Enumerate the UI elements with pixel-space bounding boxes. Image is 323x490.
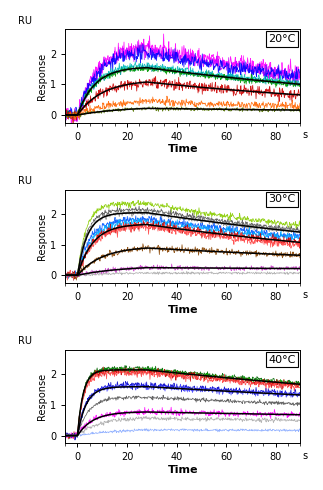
Text: 30°C: 30°C	[268, 195, 296, 204]
Text: s: s	[303, 451, 308, 461]
Y-axis label: Response: Response	[37, 52, 47, 99]
X-axis label: Time: Time	[167, 145, 198, 154]
Text: s: s	[303, 291, 308, 300]
Text: s: s	[303, 130, 308, 140]
Text: RU: RU	[18, 336, 32, 346]
X-axis label: Time: Time	[167, 305, 198, 315]
Y-axis label: Response: Response	[37, 213, 47, 260]
Y-axis label: Response: Response	[37, 373, 47, 420]
Text: RU: RU	[18, 16, 32, 25]
Text: RU: RU	[18, 176, 32, 186]
Text: 20°C: 20°C	[268, 34, 296, 44]
Text: 40°C: 40°C	[268, 355, 296, 365]
X-axis label: Time: Time	[167, 465, 198, 475]
